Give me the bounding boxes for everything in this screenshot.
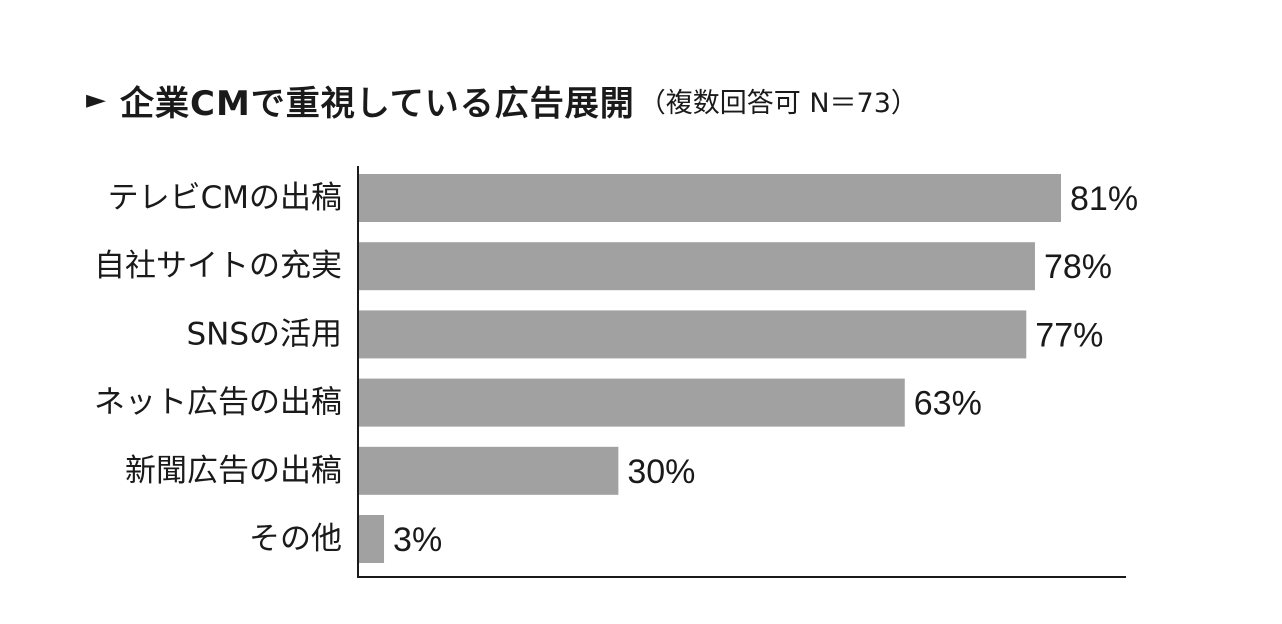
category-label: その他 (249, 521, 342, 557)
value-label: 63% (914, 385, 982, 423)
value-label: 78% (1044, 248, 1112, 286)
bar (358, 174, 1061, 222)
value-label: 81% (1070, 180, 1138, 218)
bars-group: テレビCMの出稿 81% 自社サイトの充実 78% SNSの活用 77% ネット広告の出稿 6… (94, 174, 1138, 563)
chart-title: 企業CMで重視している広告展開 (120, 83, 635, 124)
chart-title-row: ► 企業CMで重視している広告展開 （複数回答可 N＝73） (86, 70, 918, 130)
value-label: 30% (627, 453, 695, 491)
value-label: 77% (1035, 316, 1103, 354)
bar (358, 515, 385, 563)
category-label: 自社サイトの充実 (94, 248, 342, 284)
bar (358, 242, 1035, 291)
category-label: テレビCMの出稿 (108, 180, 342, 216)
category-label: 新聞広告の出稿 (125, 453, 342, 489)
bar (358, 310, 1027, 359)
category-label: SNSの活用 (186, 316, 342, 352)
category-label: ネット広告の出稿 (94, 385, 342, 421)
axes-group (357, 166, 1126, 578)
triangle-marker-icon: ► (86, 85, 106, 115)
value-label: 3% (393, 521, 442, 559)
chart-subtitle: （複数回答可 N＝73） (638, 87, 918, 119)
bar (358, 446, 619, 495)
bar (358, 378, 905, 427)
